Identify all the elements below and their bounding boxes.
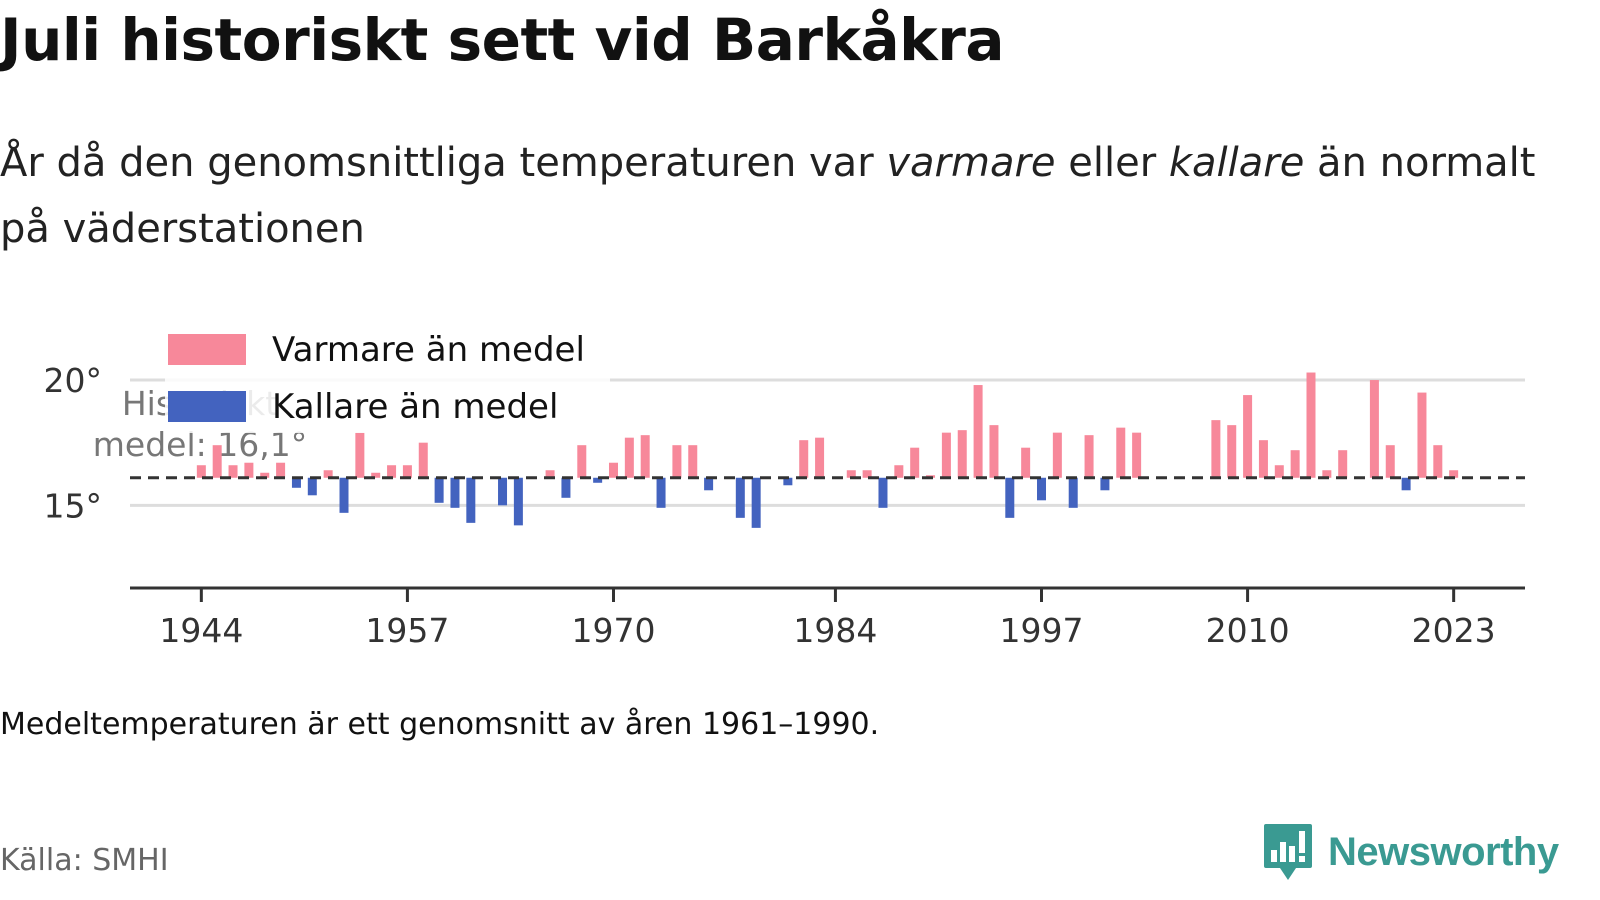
bar-1997 <box>1037 477 1047 501</box>
bar-1949 <box>276 462 286 478</box>
legend-label-cold: Kallare än medel <box>272 387 558 427</box>
x-tick-label: 1970 <box>572 611 656 650</box>
bar-2019 <box>1385 445 1395 478</box>
bar-2016 <box>1338 450 1348 478</box>
bar-1958 <box>418 442 428 478</box>
bar-1992 <box>957 430 967 478</box>
bar-2012 <box>1274 465 1284 478</box>
bar-2021 <box>1417 392 1427 478</box>
bar-1995 <box>1005 477 1015 518</box>
bar-2014 <box>1306 372 1316 478</box>
y-tick-label: 15° <box>44 486 103 525</box>
bar-2015 <box>1322 470 1332 478</box>
bar-1996 <box>1021 447 1031 478</box>
x-tick-label: 2010 <box>1206 611 1290 650</box>
temperature-bar-chart: 15°20° Historiskt medel: 16,1° 194419571… <box>44 323 1525 650</box>
bar-1945 <box>212 445 222 478</box>
bar-2008 <box>1211 420 1221 478</box>
subtitle-part-3: än normalt på väderstationen <box>0 140 1536 252</box>
bar-1947 <box>244 462 254 478</box>
bar-1969 <box>593 477 603 483</box>
bar-1955 <box>371 472 381 478</box>
subtitle-part-2: eller <box>1055 140 1169 186</box>
bar-1976 <box>704 477 714 491</box>
bar-2022 <box>1433 445 1443 478</box>
bar-2011 <box>1258 440 1268 478</box>
bar-1985 <box>846 470 856 478</box>
bar-1963 <box>498 477 508 506</box>
bar-1968 <box>577 445 587 478</box>
bar-1967 <box>561 477 571 498</box>
x-tick-label: 1957 <box>365 611 449 650</box>
y-tick-label: 20° <box>44 361 103 400</box>
x-tick-label: 1997 <box>1000 611 1084 650</box>
x-axis-ticks: 1944 1957 1970 1984 1997 2010 2023 <box>159 588 1496 650</box>
legend: Varmare än medel Kallare än medel <box>165 323 610 433</box>
bar-1986 <box>862 470 872 478</box>
y-axis-ticks: 15° 20° <box>44 361 103 525</box>
x-tick-label: 1944 <box>159 611 243 650</box>
bar-2000 <box>1084 435 1094 478</box>
bar-1950 <box>291 477 301 488</box>
bar-2013 <box>1290 450 1300 478</box>
bar-2002 <box>1116 427 1126 478</box>
bar-2001 <box>1100 477 1110 491</box>
newsworthy-logo-icon <box>1264 824 1312 880</box>
bar-1981 <box>783 477 793 486</box>
subtitle-warm-word: varmare <box>886 140 1056 186</box>
x-tick-label: 2023 <box>1412 611 1496 650</box>
bar-1988 <box>894 465 904 478</box>
bar-1979 <box>751 477 761 528</box>
bar-1973 <box>656 477 666 508</box>
bar-2020 <box>1401 477 1411 491</box>
bar-2023 <box>1449 470 1459 478</box>
bar-1978 <box>735 477 745 518</box>
bar-1983 <box>815 437 825 478</box>
bar-1960 <box>450 477 460 508</box>
bar-1948 <box>260 472 270 478</box>
bar-1957 <box>402 465 412 478</box>
bar-1952 <box>323 470 333 478</box>
bar-1953 <box>339 477 349 513</box>
bar-1954 <box>355 432 365 478</box>
footnote: Medeltemperaturen är ett genomsnitt av å… <box>0 707 880 742</box>
legend-swatch-warm <box>168 334 246 365</box>
subtitle-part-1: År då den genomsnittliga temperaturen va… <box>0 140 887 186</box>
bar-1959 <box>434 477 444 503</box>
bar-1993 <box>973 385 983 478</box>
bar-2018 <box>1369 380 1379 478</box>
legend-swatch-cold <box>168 391 246 422</box>
bar-1966 <box>545 470 555 478</box>
bar-1994 <box>989 425 999 478</box>
chart-subtitle: År då den genomsnittliga temperaturen va… <box>0 130 1560 262</box>
bar-1975 <box>688 445 698 478</box>
bars <box>196 372 1459 528</box>
source-credit: Källa: SMHI <box>0 843 169 878</box>
bar-1998 <box>1052 432 1062 478</box>
brand-logo[interactable]: Newsworthy <box>1262 822 1559 882</box>
bar-1972 <box>640 435 650 478</box>
bar-1944 <box>196 465 206 478</box>
bar-1991 <box>941 432 951 478</box>
bar-1951 <box>307 477 317 496</box>
chart-title: Juli historiskt sett vid Barkåkra <box>0 6 1004 74</box>
bar-1999 <box>1068 477 1078 508</box>
bar-2003 <box>1132 432 1142 478</box>
bar-1970 <box>608 462 618 478</box>
bar-2009 <box>1227 425 1237 478</box>
subtitle-cold-word: kallare <box>1168 140 1305 186</box>
legend-label-warm: Varmare än medel <box>272 330 585 370</box>
x-tick-label: 1984 <box>793 611 877 650</box>
bar-2010 <box>1243 395 1253 478</box>
bar-1961 <box>466 477 476 523</box>
bar-1946 <box>228 465 238 478</box>
bar-1989 <box>910 447 920 478</box>
bar-1964 <box>513 477 523 526</box>
bar-1974 <box>672 445 682 478</box>
bar-1987 <box>878 477 888 508</box>
bar-1971 <box>624 437 634 478</box>
bar-1982 <box>799 440 809 478</box>
brand-name: Newsworthy <box>1328 829 1559 874</box>
bar-1956 <box>387 465 397 478</box>
